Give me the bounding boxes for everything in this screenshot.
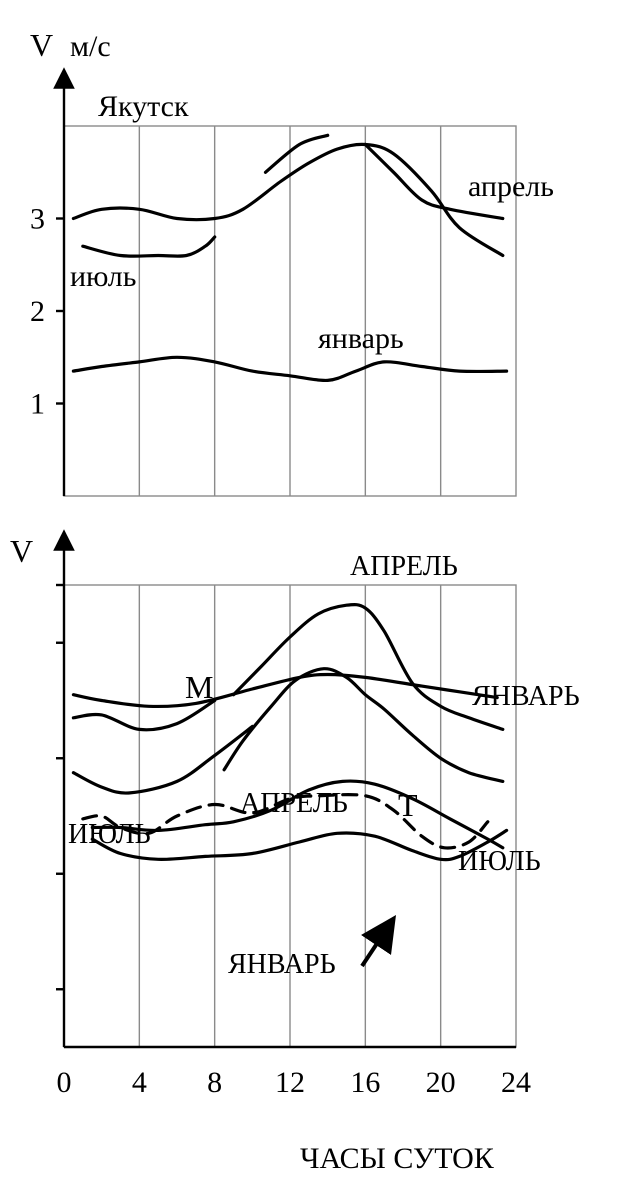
top-gridlines bbox=[138, 126, 442, 496]
bottom-curves bbox=[71, 602, 509, 862]
group-label-m: M bbox=[185, 669, 213, 705]
bottom-chart: V 0 4 8 12 16 20 24 M T АПРЕЛЬ ЯНВАРЬ ИЮЛЬ АПР… bbox=[10, 529, 580, 1175]
top-series-line bbox=[263, 133, 330, 174]
bottom-y-ticks bbox=[56, 583, 64, 991]
bottom-label-july-m: ИЮЛЬ bbox=[68, 819, 151, 850]
x-tick-label: 24 bbox=[501, 1066, 531, 1099]
top-series-line bbox=[71, 355, 509, 383]
bottom-label-april-t: АПРЕЛЬ bbox=[240, 788, 348, 819]
top-series-label-july: июль bbox=[70, 260, 136, 293]
top-y-axis-unit: м/с bbox=[70, 30, 111, 63]
bottom-series-line bbox=[90, 828, 509, 862]
top-curves bbox=[71, 133, 509, 383]
top-chart-title: Якутск bbox=[98, 90, 189, 123]
top-y-tick-label: 1 bbox=[30, 388, 45, 421]
top-series-line bbox=[363, 142, 505, 221]
bottom-label-july-t: ИЮЛЬ bbox=[458, 846, 541, 877]
bottom-series-line bbox=[71, 698, 217, 732]
top-chart: V м/с Якутск 1 2 3 апрель июль январь bbox=[30, 27, 554, 497]
bottom-series-line bbox=[71, 724, 254, 795]
x-tick-label: 8 bbox=[207, 1066, 222, 1099]
bottom-gridlines bbox=[138, 585, 442, 1047]
top-y-tick-label: 2 bbox=[30, 295, 45, 328]
bottom-y-axis-symbol: V bbox=[10, 533, 33, 569]
top-series-label-april: апрель bbox=[468, 170, 554, 203]
bottom-label-april-m: АПРЕЛЬ bbox=[350, 551, 458, 582]
top-series-label-january: январь bbox=[318, 322, 404, 355]
january-pointer-arrow bbox=[360, 915, 396, 968]
top-series-line bbox=[71, 142, 505, 258]
bottom-label-january-m: ЯНВАРЬ bbox=[472, 681, 580, 712]
x-tick-label: 0 bbox=[57, 1066, 72, 1099]
bottom-series-line bbox=[231, 602, 505, 731]
bottom-series-line bbox=[71, 672, 499, 709]
x-tick-label: 12 bbox=[275, 1066, 305, 1099]
x-tick-label: 4 bbox=[132, 1066, 147, 1099]
bottom-label-january-t: ЯНВАРЬ bbox=[228, 949, 336, 980]
group-label-t: T bbox=[398, 787, 418, 823]
top-y-ticks: 1 2 3 bbox=[30, 203, 64, 421]
top-y-tick-label: 3 bbox=[30, 203, 45, 236]
top-y-axis-symbol: V bbox=[30, 27, 53, 63]
bottom-series-line bbox=[222, 667, 505, 783]
bottom-x-tick-labels: 0 4 8 12 16 20 24 bbox=[57, 1066, 532, 1099]
top-series-line bbox=[81, 235, 217, 258]
bottom-series-line bbox=[81, 793, 490, 850]
x-tick-label: 20 bbox=[426, 1066, 456, 1099]
x-tick-label: 16 bbox=[350, 1066, 380, 1099]
x-axis-title: ЧАСЫ СУТОК bbox=[300, 1142, 495, 1175]
